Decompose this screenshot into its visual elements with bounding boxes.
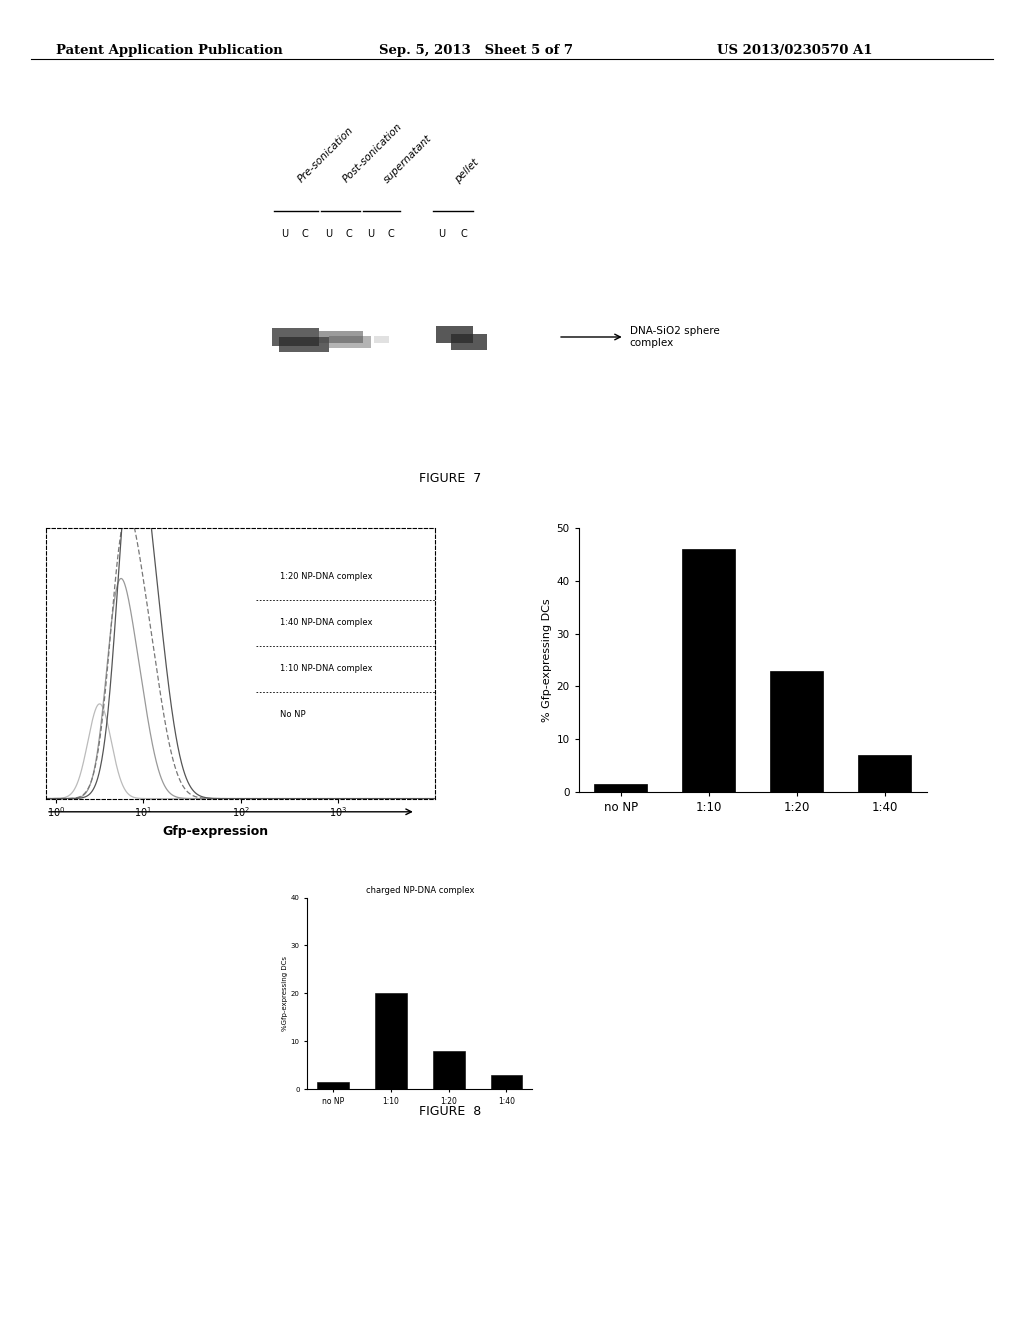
Bar	[375, 994, 407, 1089]
Text: 1:20 NP-DNA complex: 1:20 NP-DNA complex	[280, 572, 372, 581]
Text: Patent Application Publication: Patent Application Publication	[56, 44, 283, 57]
Bar	[770, 671, 823, 792]
Text: supernatant: supernatant	[382, 133, 433, 185]
Text: FIGURE  7: FIGURE 7	[420, 471, 481, 484]
Title: charged NP-DNA complex: charged NP-DNA complex	[366, 887, 474, 895]
Bar	[329, 337, 371, 347]
Text: U: U	[367, 230, 374, 239]
Bar	[858, 755, 911, 792]
Text: Sep. 5, 2013   Sheet 5 of 7: Sep. 5, 2013 Sheet 5 of 7	[379, 44, 572, 57]
Bar	[374, 337, 389, 343]
Text: 1:10 NP-DNA complex: 1:10 NP-DNA complex	[280, 664, 372, 673]
Text: pellet: pellet	[453, 157, 480, 185]
Bar	[433, 1051, 465, 1089]
Text: Gfp-expression: Gfp-expression	[163, 825, 269, 838]
Text: U: U	[438, 230, 445, 239]
Text: No NP: No NP	[280, 710, 305, 719]
Bar	[490, 1074, 522, 1089]
Text: C: C	[387, 230, 394, 239]
Bar	[451, 334, 487, 350]
Text: DNA-SiO2 sphere
complex: DNA-SiO2 sphere complex	[630, 326, 720, 347]
Text: US 2013/0230570 A1: US 2013/0230570 A1	[717, 44, 872, 57]
Text: C: C	[301, 230, 308, 239]
Bar	[272, 327, 319, 346]
Text: C: C	[460, 230, 467, 239]
Bar	[280, 337, 329, 352]
Text: C: C	[345, 230, 352, 239]
Text: Pre-sonication: Pre-sonication	[296, 125, 355, 185]
Y-axis label: %Gfp-expressing DCs: %Gfp-expressing DCs	[282, 956, 288, 1031]
Text: U: U	[325, 230, 332, 239]
Text: U: U	[282, 230, 289, 239]
Bar	[594, 784, 647, 792]
Text: Post-sonication: Post-sonication	[341, 121, 404, 185]
Bar	[682, 549, 735, 792]
Bar	[436, 326, 473, 343]
Bar	[319, 330, 364, 343]
Text: FIGURE  8: FIGURE 8	[420, 1105, 481, 1118]
Y-axis label: % Gfp-expressing DCs: % Gfp-expressing DCs	[543, 598, 552, 722]
Text: 1:40 NP-DNA complex: 1:40 NP-DNA complex	[280, 618, 372, 627]
Bar	[317, 1082, 349, 1089]
